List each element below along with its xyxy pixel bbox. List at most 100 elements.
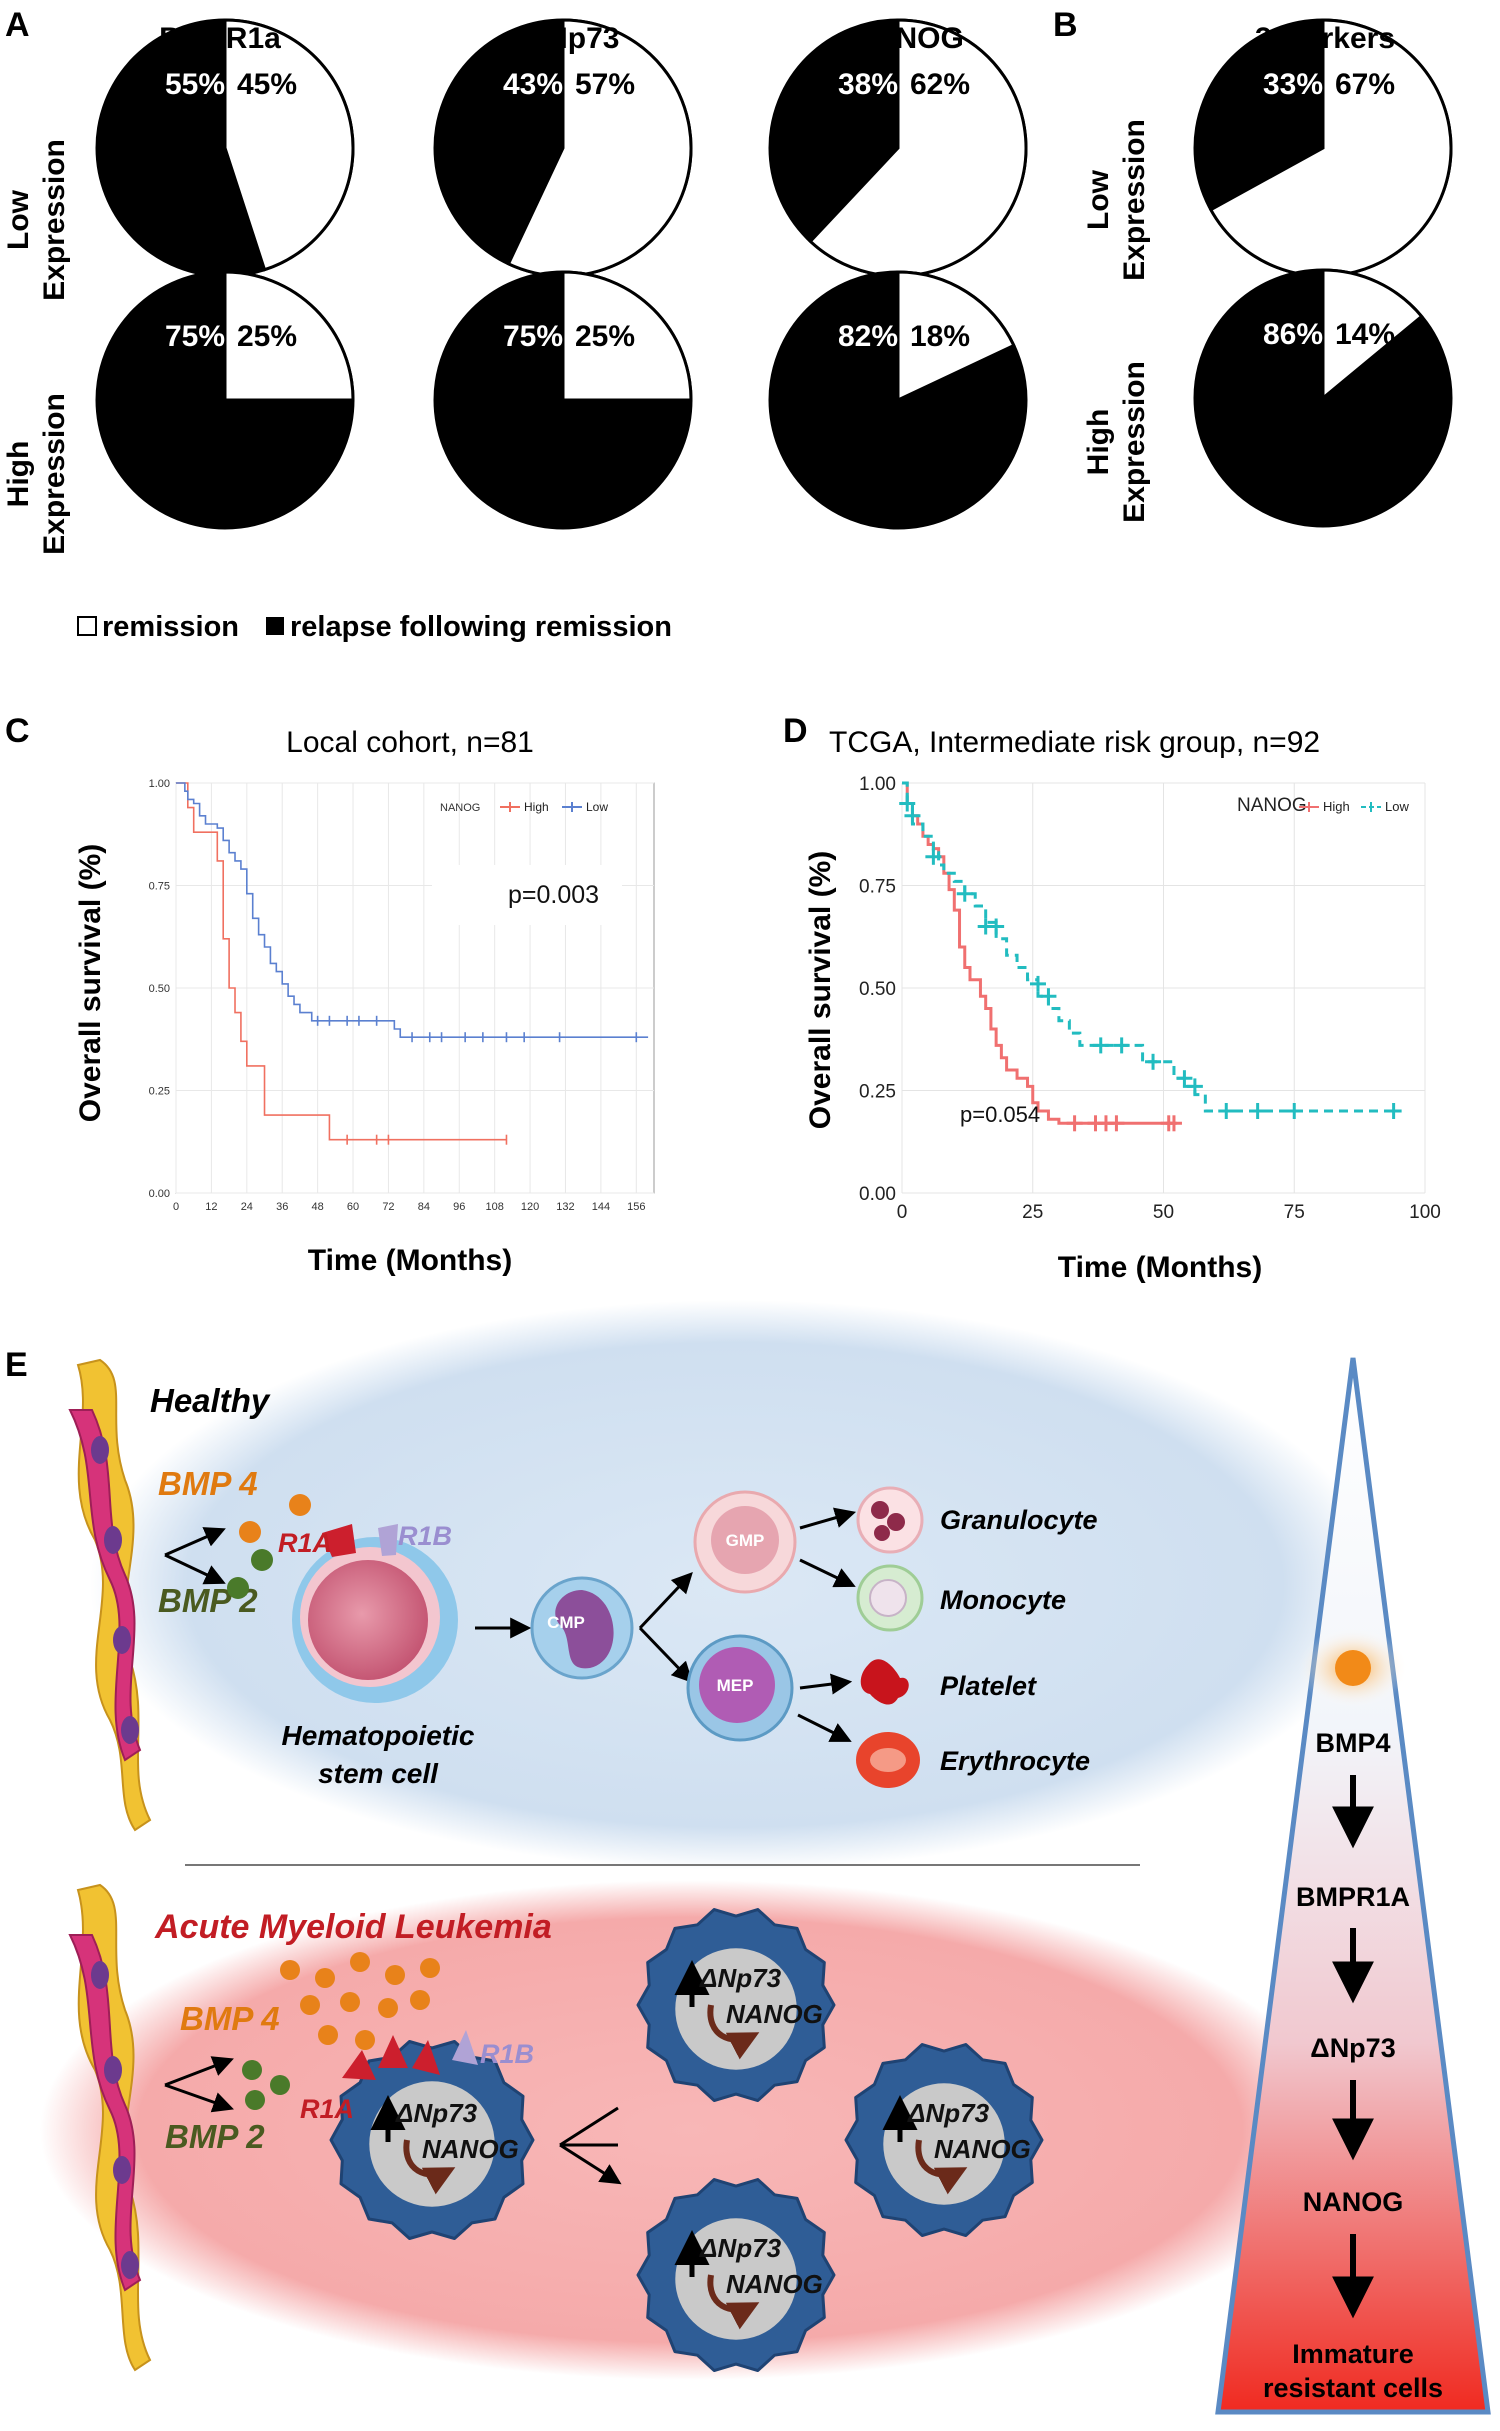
pie-label-remission: 18% — [910, 320, 970, 353]
pie-label-relapse: 55% — [165, 68, 225, 101]
bmp2-particle — [242, 2060, 262, 2080]
leukemic-cell: ΔNp73 NANOG — [844, 2043, 1044, 2237]
healthy-label: Healthy — [150, 1382, 271, 1419]
km-xtick-label: 25 — [1022, 1202, 1043, 1223]
regulation-curve-arrow — [403, 2139, 456, 2195]
pie-label-relapse: 75% — [503, 320, 563, 353]
aml-label: Acute Myeloid Leukemia — [154, 1908, 552, 1946]
pie-a-nanog-high: 82% 18% — [768, 270, 1028, 530]
arrow-gmp-monocyte — [799, 1558, 856, 1588]
hematopoietic-stem-cell — [292, 1524, 458, 1703]
pie-label-remission: 25% — [575, 320, 635, 353]
granulocyte-lobe — [887, 1513, 905, 1531]
km-ytick-label: 1.00 — [149, 778, 170, 790]
km-d-xlabel: Time (Months) — [1058, 1251, 1262, 1284]
pie-label-remission: 57% — [575, 68, 635, 101]
row-label-high-line1: High — [2, 441, 35, 508]
arrows-aml-expansion — [559, 2106, 618, 2182]
row-label-high-b-line2: Expression — [1118, 361, 1151, 523]
leukemic-nanog-label: NANOG — [726, 2269, 823, 2299]
leukemic-nanog-label: NANOG — [934, 2134, 1031, 2164]
km-ytick-label: 0.25 — [149, 1086, 170, 1098]
arrow-stroma-bmp-aml — [164, 2083, 234, 2113]
km-legend-low: Low — [1385, 799, 1409, 814]
km-pvalue-box — [432, 865, 622, 925]
regulation-curve-arrow — [707, 2004, 760, 2060]
km-c-ylabel: Overall survival (%) — [74, 844, 107, 1122]
bmp2-label-aml: BMP 2 — [165, 2118, 265, 2155]
panel-letter-e: E — [5, 1346, 28, 1384]
hsc-label-line1: Hematopoietic — [282, 1720, 475, 1751]
pie-label-relapse: 43% — [503, 68, 563, 101]
pathway-step-nanog: NANOG — [1303, 2187, 1404, 2217]
bmp2-particle — [270, 2075, 290, 2095]
bmp4-particle — [300, 1995, 320, 2015]
panel-letter-d: D — [783, 712, 808, 750]
km-legend: NANOG High Low — [440, 800, 608, 814]
platelet-label: Platelet — [940, 1671, 1037, 1701]
cmp-label: CMP — [547, 1613, 585, 1632]
pie-slice-remission — [223, 270, 355, 402]
arrow-stroma-bmp-aml — [164, 2056, 234, 2087]
row-label-low-line2: Expression — [38, 139, 71, 301]
km-series-high — [176, 782, 507, 1141]
pie-label-relapse: 33% — [1263, 68, 1323, 101]
pie-label-relapse: 38% — [838, 68, 898, 101]
col-title-3-markers: 3 Markers — [1255, 22, 1395, 55]
stromal-nucleus — [91, 1961, 109, 1989]
bmp4-label-healthy: BMP 4 — [158, 1465, 258, 1502]
km-pvalue: p=0.054 — [960, 1102, 1040, 1127]
pie-grid: 55% 45% 43% 57% 38% 62% 75% 25% 75% 25% 82% 18% 33% 6… — [95, 18, 1453, 530]
arrow-mep-platelet — [799, 1673, 853, 1695]
bmp4-particle — [239, 1521, 261, 1543]
km-ytick-label: 0.00 — [149, 1188, 170, 1200]
km-legend-high: High — [1323, 799, 1350, 814]
leukemic-cell: ΔNp73 NANOG — [329, 2040, 535, 2240]
panel-letter-c: C — [5, 712, 30, 750]
km-d-title: TCGA, Intermediate risk group, n=92 — [829, 726, 1320, 759]
col-title-nanog: NANOG — [852, 22, 964, 55]
pathway-step-bmp4: BMP4 — [1315, 1728, 1390, 1758]
km-legend: NANOG High Low — [1237, 795, 1409, 816]
mep-label: MEP — [717, 1676, 754, 1695]
km-xtick-label: 0 — [897, 1202, 908, 1223]
pie-label-remission: 62% — [910, 68, 970, 101]
bmp4-ligand — [1335, 1650, 1371, 1686]
bmp4-particle — [385, 1965, 405, 1985]
km-xtick-label: 72 — [382, 1201, 394, 1213]
r1b-receptor — [378, 1524, 398, 1556]
pathway-end-line1: Immature — [1292, 2339, 1414, 2369]
pie-b-3markers-low: 33% 67% — [1193, 18, 1453, 278]
pie-a-np73-low: 43% 57% — [433, 18, 693, 278]
bmp2-particle — [227, 1577, 249, 1599]
leukemic-cells: ΔNp73 NANOG ΔNp73 NANOG ΔNp73 NANOG ΔNp73 NANOG — [329, 1908, 1044, 2372]
pie-a-nanog-low: 38% 62% — [768, 18, 1028, 278]
km-ytick-label: 0.00 — [859, 1184, 896, 1205]
mep-nucleus — [699, 1647, 775, 1723]
km-xtick-label: 100 — [1409, 1202, 1441, 1223]
legend-swatch-relapse — [266, 617, 284, 635]
pie-label-relapse: 86% — [1263, 318, 1323, 351]
stromal-nucleus — [121, 1716, 139, 1744]
pie-a-bmpr1a-high: 75% 25% — [95, 270, 355, 530]
km-xtick-label: 120 — [521, 1201, 539, 1213]
row-label-low-b-line1: Low — [1082, 169, 1115, 230]
stromal-nucleus — [113, 1626, 131, 1654]
monocyte-nucleus — [869, 1579, 907, 1617]
km-xtick-label: 48 — [312, 1201, 324, 1213]
bmp4-particle — [350, 1952, 370, 1972]
regulation-curve-arrow — [915, 2139, 968, 2195]
km-xtick-label: 50 — [1153, 1202, 1174, 1223]
erythrocyte-cell — [856, 1732, 920, 1788]
row-label-low-b-line2: Expression — [1118, 119, 1151, 281]
pathway-step-dnp73: ΔNp73 — [1310, 2033, 1395, 2063]
km-xtick-label: 96 — [453, 1201, 465, 1213]
bmp4-particle — [280, 1960, 300, 1980]
gmp-cell: GMP — [693, 1490, 797, 1594]
stromal-cell-pink — [68, 1409, 142, 1762]
legend-relapse: relapse following remission — [290, 611, 672, 643]
km-ytick-label: 0.25 — [859, 1082, 896, 1103]
pie-slice-remission — [896, 270, 1016, 403]
r1a-receptor-aml — [342, 2050, 376, 2080]
